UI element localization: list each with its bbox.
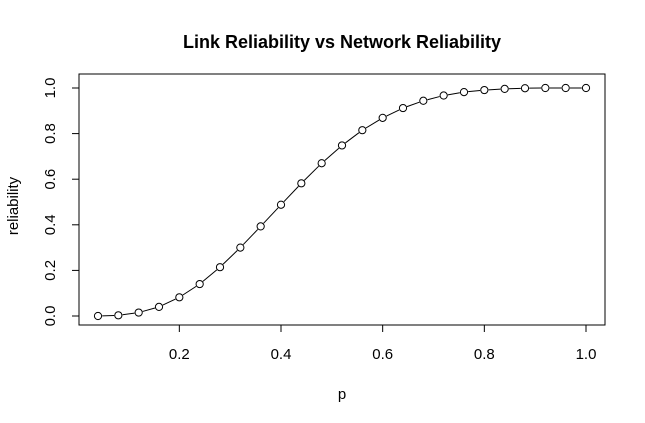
series-line-segment [345,132,360,144]
data-point [419,96,428,105]
data-point [439,91,448,100]
series-line-segment [365,119,380,129]
series-line-segment [283,186,299,203]
series-line-segment [406,101,420,108]
series-line-segment [242,229,259,245]
chart-title: Link Reliability vs Network Reliability [183,32,501,52]
x-tick-label: 0.4 [271,346,292,363]
series-points-group [93,83,591,321]
series-line-segment [324,147,340,161]
data-point [175,293,184,302]
y-tick-label: 0.2 [42,260,59,281]
y-axis: 0.0 0.2 0.4 0.6 0.8 1.0 [42,78,80,327]
series-line-group [102,87,582,317]
series-line-segment [447,92,460,96]
data-point [276,200,286,209]
series-line-segment [263,207,279,224]
y-tick-label: 0.0 [42,306,59,327]
series-line-segment [468,89,481,93]
data-point [561,83,570,93]
y-tick-label: 0.8 [42,123,59,144]
data-point [398,103,408,113]
series-line-segment [162,298,176,306]
y-axis-label: reliability [5,176,22,235]
x-axis: 0.2 0.4 0.6 0.8 1.0 [169,324,597,363]
series-line-segment [303,165,320,181]
data-point [378,113,387,122]
data-point [236,243,245,252]
data-point [337,141,347,150]
plot-frame [78,73,606,326]
series-line-segment [142,307,156,312]
data-point [480,85,489,95]
series-line-segment [202,269,218,282]
data-point [541,83,550,93]
data-point [358,126,367,135]
data-point [317,159,326,168]
data-point [134,308,143,317]
data-point [93,311,103,321]
x-tick-label: 0.6 [372,346,393,363]
y-tick-label: 0.6 [42,169,59,190]
y-tick-label: 1.0 [42,78,59,99]
data-point [215,263,225,272]
series-line-segment [222,250,238,265]
series-line-segment [488,88,501,91]
x-tick-label: 1.0 [576,346,597,363]
x-tick-label: 0.2 [169,346,190,363]
x-axis-label: p [338,386,346,403]
x-tick-label: 0.8 [474,346,495,363]
data-point [459,88,469,97]
series-line-segment [122,312,135,316]
data-point [520,84,530,93]
data-point [195,279,204,289]
series-line-segment [427,96,440,101]
data-point [500,84,509,94]
data-point [581,83,591,93]
data-point [297,179,306,188]
series-line-segment [182,285,197,296]
y-tick-label: 0.4 [42,214,59,235]
data-point [256,222,265,231]
data-point [114,311,123,320]
series-line-segment [386,109,400,117]
data-point [154,302,164,311]
